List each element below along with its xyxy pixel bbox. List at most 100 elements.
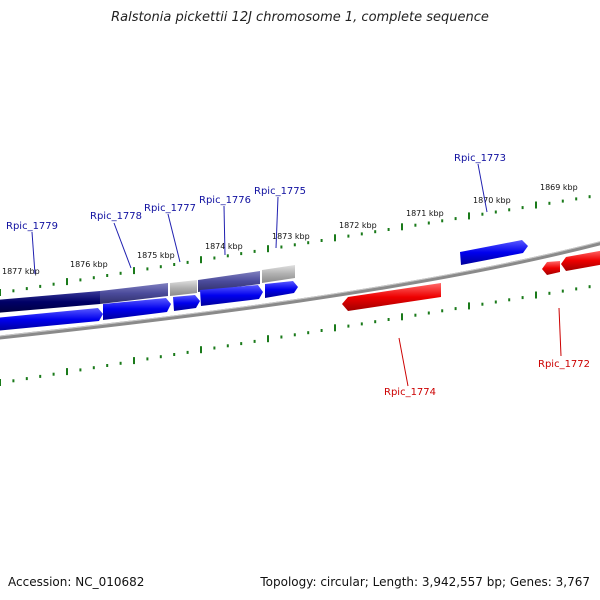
topology-text: Topology: circular: [260, 575, 365, 589]
minor-tick: [427, 311, 430, 315]
map-title: Ralstonia pickettii 12J chromosome 1, co…: [111, 10, 489, 25]
major-tick: [0, 289, 1, 296]
kbp-label: 1871 kbp: [406, 209, 444, 218]
minor-tick: [226, 344, 229, 348]
minor-tick: [213, 256, 216, 260]
minor-tick: [374, 230, 377, 234]
gene-label-rpic-1773[interactable]: Rpic_1773: [454, 153, 506, 164]
gene-arrow-rpic-1777[interactable]: [173, 295, 200, 311]
feature-segment-gray[interactable]: [170, 280, 197, 296]
gene-arrow-rpic-1772[interactable]: [561, 250, 600, 271]
inner-tick-row: [0, 285, 591, 386]
minor-tick: [521, 206, 524, 210]
minor-tick: [441, 309, 444, 313]
major-tick: [66, 368, 68, 376]
minor-tick: [39, 374, 42, 378]
minor-tick: [481, 212, 484, 216]
minor-tick: [387, 228, 390, 231]
major-tick: [468, 302, 470, 310]
minor-tick: [575, 287, 578, 291]
minor-tick: [548, 201, 551, 205]
gene-arrow-rpic-1773[interactable]: [460, 240, 528, 265]
feature-segment-gray[interactable]: [262, 265, 295, 283]
gene-arrow-rpic-1774[interactable]: [342, 283, 441, 311]
minor-tick: [106, 274, 109, 277]
minor-tick: [253, 339, 256, 343]
feature-segment-mid[interactable]: [100, 283, 168, 304]
major-tick: [66, 278, 68, 286]
minor-tick: [119, 271, 122, 275]
gene-label-rpic-1779[interactable]: Rpic_1779: [6, 221, 58, 232]
minor-tick: [360, 322, 363, 326]
leader-line-rpic-1779: [31, 231, 36, 275]
leader-line-rpic-1778: [113, 222, 132, 269]
minor-tick: [374, 320, 377, 324]
major-tick: [535, 291, 537, 299]
leader-line-rpic-1774: [398, 337, 409, 387]
gene-arrow-rpic-1775[interactable]: [265, 281, 298, 298]
minor-tick: [360, 232, 363, 236]
minor-tick: [307, 241, 310, 245]
leader-line-rpic-1776: [223, 205, 226, 256]
minor-tick: [521, 296, 524, 300]
minor-tick: [347, 234, 350, 238]
minor-tick: [213, 346, 216, 350]
kbp-label: 1873 kbp: [272, 232, 310, 241]
gene-label-rpic-1774[interactable]: Rpic_1774: [384, 387, 436, 398]
minor-tick: [588, 285, 591, 289]
kbp-label: 1874 kbp: [205, 242, 243, 251]
minor-tick: [508, 208, 511, 212]
minor-tick: [454, 307, 457, 311]
gene-label-rpic-1775[interactable]: Rpic_1775: [254, 186, 306, 197]
major-tick: [133, 357, 135, 365]
minor-tick: [106, 364, 109, 367]
minor-tick: [92, 366, 95, 370]
minor-tick: [387, 318, 390, 321]
minor-tick: [12, 289, 15, 293]
feature-segment-dark[interactable]: [0, 291, 100, 313]
gene-label-rpic-1778[interactable]: Rpic_1778: [90, 211, 142, 222]
minor-tick: [79, 368, 82, 372]
major-tick: [200, 346, 202, 354]
kbp-label: 1877 kbp: [2, 267, 40, 276]
minor-tick: [146, 267, 149, 271]
feature-segment-mid[interactable]: [198, 271, 260, 292]
minor-tick: [173, 263, 176, 266]
gene-arrow-rpic-1778[interactable]: [103, 298, 171, 320]
length-text: Length: 3,942,557 bp: [365, 575, 502, 589]
minor-tick: [119, 361, 122, 365]
major-tick: [401, 223, 403, 231]
minor-tick: [280, 335, 283, 339]
major-tick: [133, 267, 135, 275]
minor-tick: [427, 221, 430, 225]
minor-tick: [494, 300, 497, 304]
leader-line-rpic-1773: [477, 163, 488, 213]
gene-arrow-rpic-1776[interactable]: [200, 285, 263, 306]
chromosome-backbone: [0, 241, 600, 340]
minor-tick: [226, 254, 229, 258]
minor-tick: [186, 350, 189, 354]
minor-tick: [25, 287, 28, 291]
gene-arrow-rpic-1779[interactable]: [0, 308, 103, 331]
kbp-label: 1875 kbp: [137, 251, 175, 260]
minor-tick: [347, 324, 350, 328]
gene-label-rpic-1772[interactable]: Rpic_1772: [538, 359, 590, 370]
minor-tick: [293, 333, 296, 337]
major-tick: [200, 256, 202, 264]
major-tick: [401, 313, 403, 321]
gene-label-rpic-1776[interactable]: Rpic_1776: [199, 195, 251, 206]
minor-tick: [39, 284, 42, 288]
gene-arrow-red-small[interactable]: [542, 261, 560, 275]
outer-tick-row: [0, 195, 591, 296]
accession-text: Accession: NC_010682: [8, 575, 145, 589]
major-tick: [334, 324, 336, 332]
gene-label-rpic-1777[interactable]: Rpic_1777: [144, 203, 196, 214]
minor-tick: [280, 245, 283, 249]
gene-count-text: Genes: 3,767: [502, 575, 590, 589]
minor-tick: [561, 199, 564, 203]
minor-tick: [240, 342, 243, 346]
minor-tick: [320, 239, 323, 242]
upper-feature-track: [0, 265, 295, 313]
reverse-gene-track: [342, 250, 600, 311]
chromosome-backbone-highlight: [0, 241, 600, 337]
